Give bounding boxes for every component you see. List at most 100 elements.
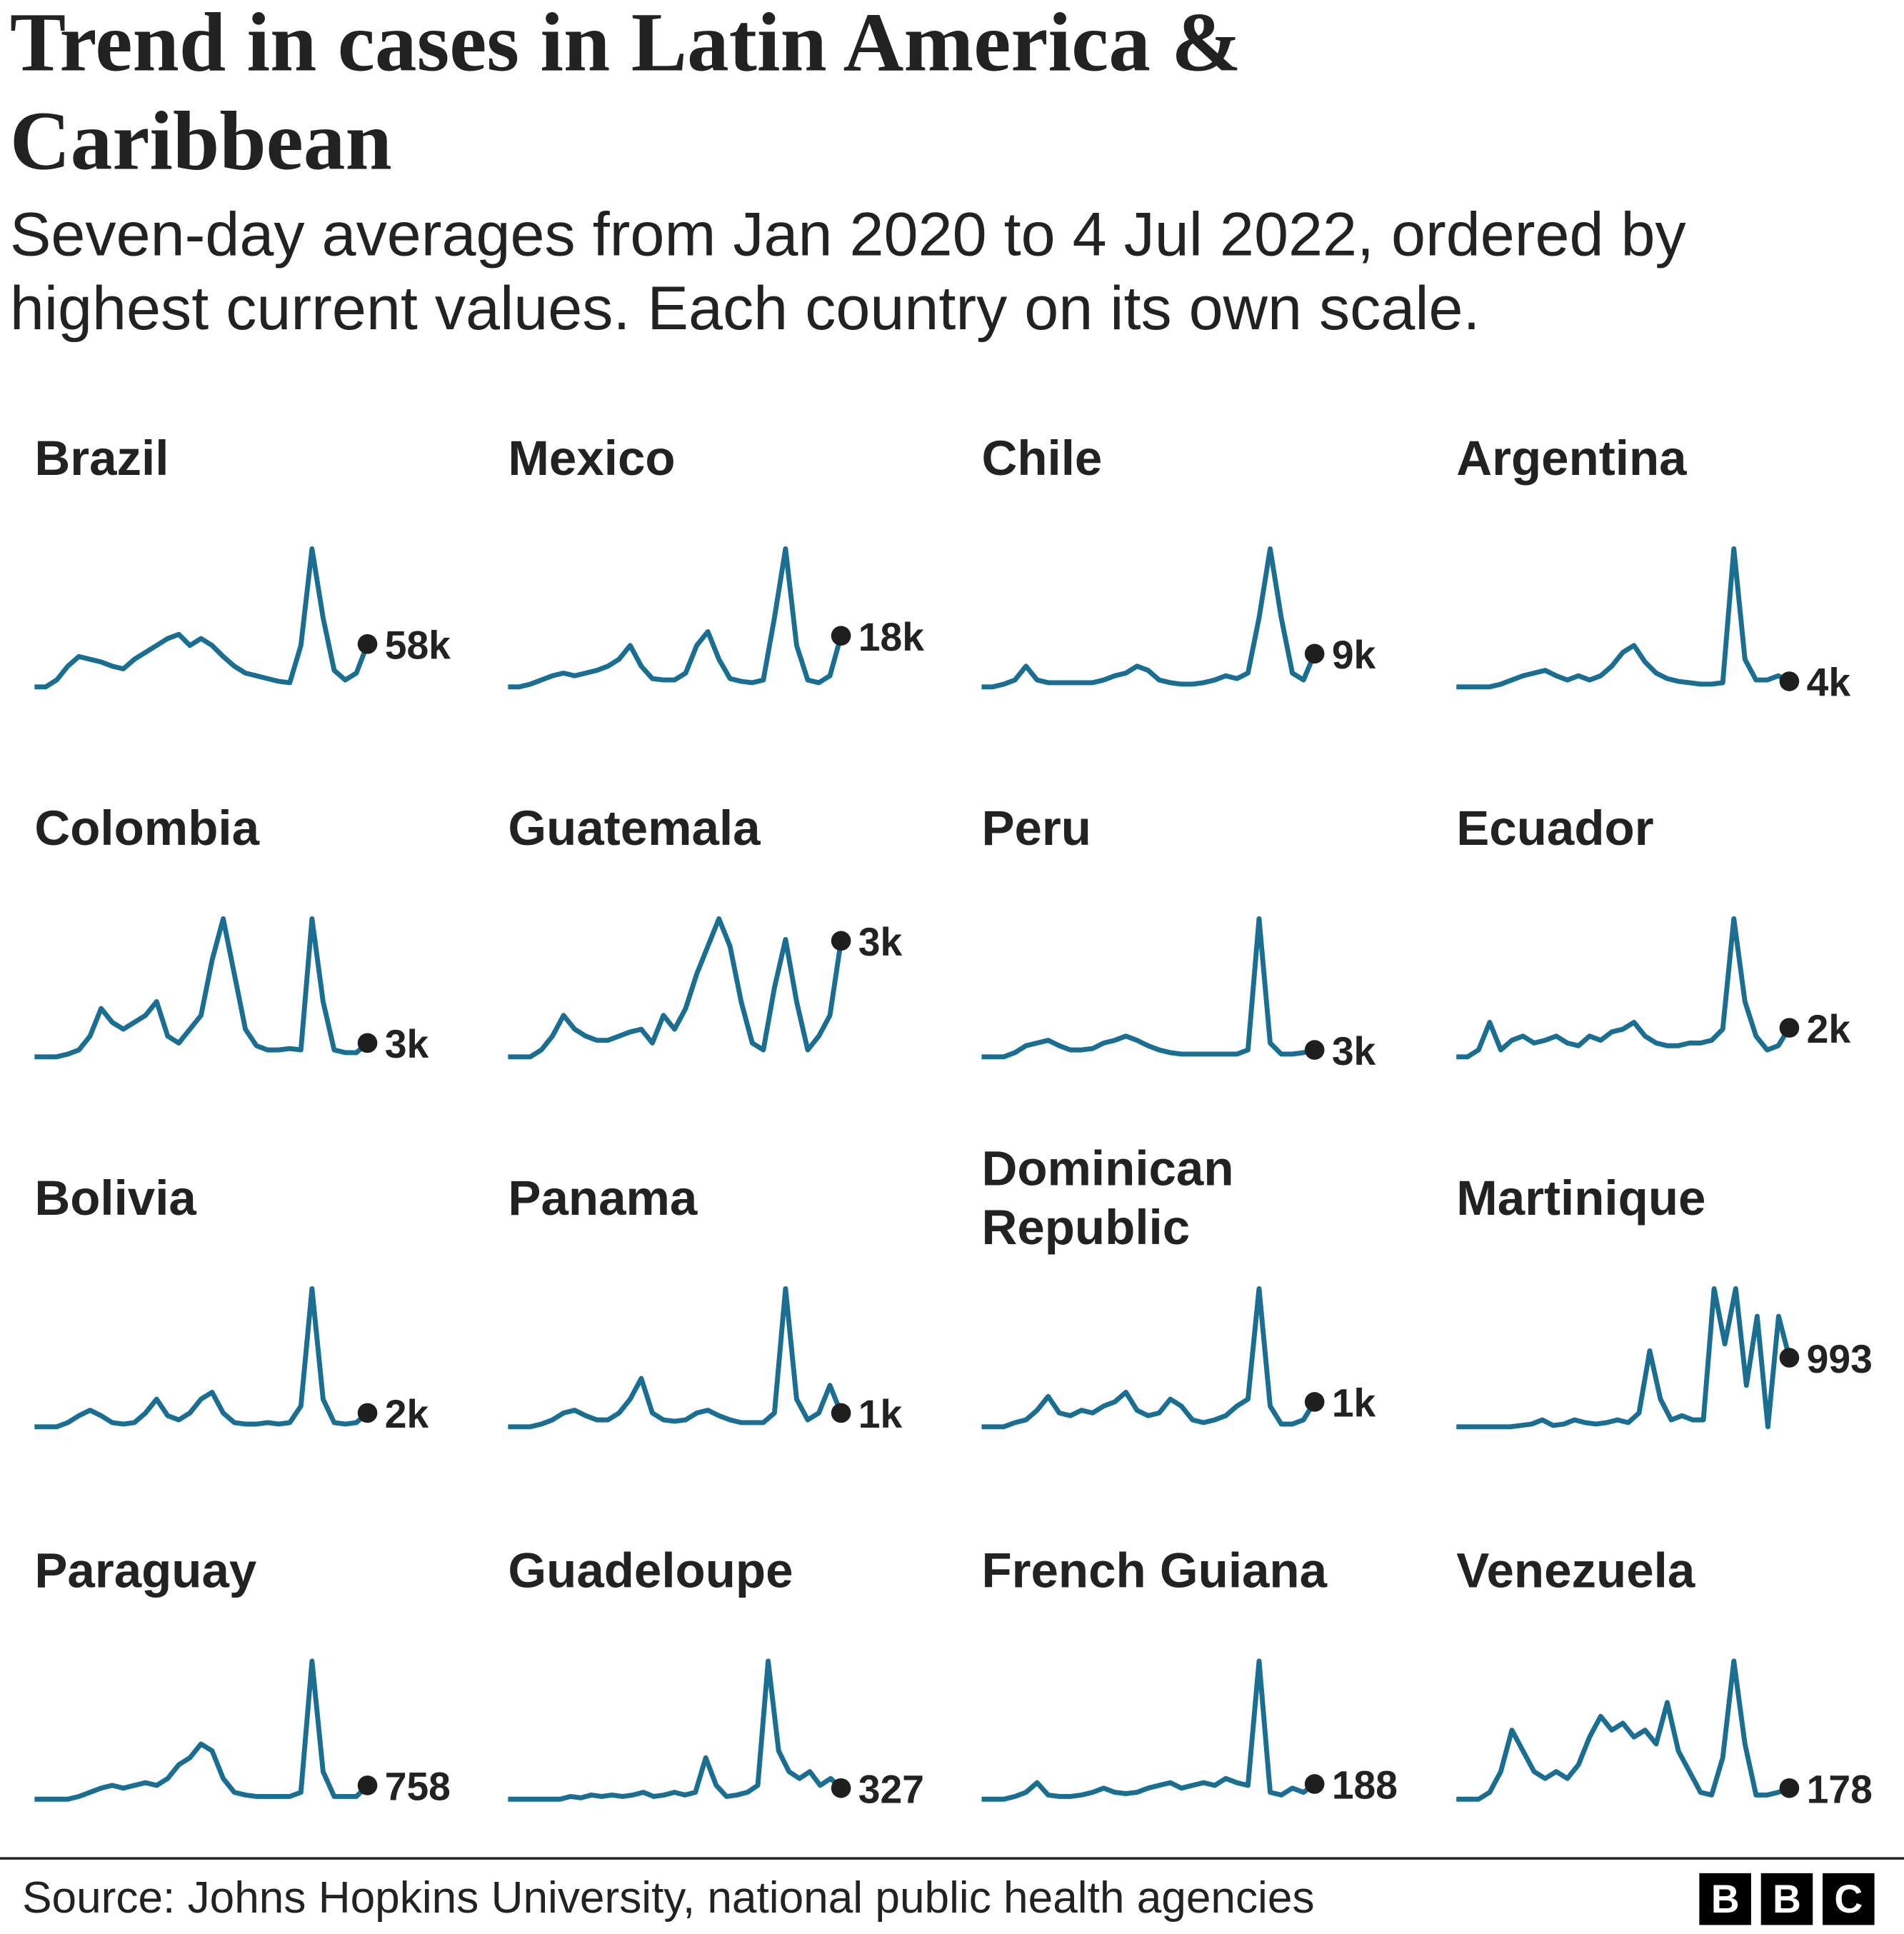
sparkline-chart: 3k [34,916,429,1066]
trend-line [981,916,1316,1060]
country-label: Panama [508,1171,698,1226]
trend-line [1456,1658,1790,1802]
chart-title: Trend in cases in Latin America & Caribb… [9,0,1242,188]
country-label: Dominican Republic [981,1141,1234,1256]
sparkline-chart: 2k [1456,916,1851,1060]
current-value-label: 2k [385,1392,429,1436]
sparkline-chart: 58k [34,546,451,690]
sparkline-chart: 18k [508,546,924,690]
current-value-dot [1779,1348,1800,1368]
country-panel: Martinique 993 [1456,1137,1904,1507]
current-value-dot [357,1775,378,1795]
footer-divider [0,1857,1904,1860]
trend-line [981,1286,1317,1430]
country-label: Ecuador [1456,801,1654,856]
logo-block: C [1823,1873,1875,1925]
country-label: Guatemala [508,801,761,856]
logo-block: B [1760,1873,1813,1925]
trend-line [508,546,843,690]
country-label: French Guiana [981,1543,1328,1598]
trend-line [981,546,1317,690]
current-value-dot [1304,1392,1325,1412]
sparkline-chart: 188 [981,1658,1398,1808]
sparkline-chart: 1k [981,1286,1376,1430]
current-value-label: 9k [1332,633,1376,677]
chart-subtitle: Seven-day averages from Jan 2020 to 4 Ju… [9,199,1686,344]
current-value-dot [831,931,851,951]
current-value-dot [357,634,378,654]
country-panel: French Guiana 188 [981,1509,1455,1879]
current-value-label: 1k [1332,1381,1376,1426]
current-value-label: 758 [385,1765,451,1809]
country-label: Chile [981,431,1103,486]
current-value-label: 178 [1807,1768,1873,1812]
sparkline-chart: 1k [508,1286,903,1436]
current-value-label: 3k [858,920,903,964]
sparkline-chart: 4k [1456,546,1851,705]
current-value-label: 327 [858,1768,924,1812]
current-value-dot [357,1403,378,1423]
trend-line [34,546,370,690]
sparkline-chart: 3k [508,916,903,1060]
country-panel: Venezuela 178 [1456,1509,1904,1879]
current-value-label: 18k [858,615,924,659]
trend-line [981,1658,1316,1802]
country-panel: Paraguay 758 [34,1509,508,1879]
sparkline-chart: 3k [981,916,1376,1073]
country-panel: Guatemala 3k [508,767,981,1137]
current-value-dot [1304,643,1325,664]
current-value-dot [1779,1778,1800,1798]
trend-line [1456,1286,1792,1430]
sparkline-chart: 758 [34,1658,451,1809]
country-label: Argentina [1456,431,1687,486]
country-panel: Panama 1k [508,1137,981,1507]
source-note: Source: Johns Hopkins University, nation… [22,1872,1315,1923]
current-value-dot [831,626,851,646]
current-value-label: 4k [1807,661,1851,705]
trend-line [34,1286,369,1430]
country-label: Martinique [1456,1171,1706,1226]
current-value-label: 993 [1807,1337,1873,1381]
country-panel: Mexico 18k [508,397,981,767]
country-panel: Chile 9k [981,397,1455,767]
sparkline-chart: 993 [1456,1286,1873,1430]
current-value-label: 58k [385,623,451,668]
country-label: Colombia [34,801,260,856]
sparkline-chart: 178 [1456,1658,1873,1812]
country-label: Guadeloupe [508,1543,793,1598]
trend-line [34,916,369,1060]
current-value-label: 2k [1807,1007,1851,1051]
sparkline-chart: 9k [981,546,1376,690]
trend-line [1456,546,1790,690]
bbc-logo: B B C [1699,1873,1875,1925]
current-value-dot [1304,1040,1325,1060]
trend-line [508,1286,843,1430]
country-label: Mexico [508,431,676,486]
country-label: Paraguay [34,1543,257,1598]
current-value-dot [831,1778,851,1798]
current-value-dot [357,1033,378,1053]
trend-line [508,916,844,1060]
country-label: Peru [981,801,1092,856]
current-value-dot [1779,671,1800,691]
country-label: Brazil [34,431,169,486]
country-panel: Brazil 58k [34,397,508,767]
country-label: Venezuela [1456,1543,1695,1598]
trend-line [1456,916,1792,1060]
current-value-label: 188 [1332,1763,1398,1808]
sparkline-chart: 327 [508,1658,924,1812]
current-value-dot [831,1403,851,1423]
country-label: Bolivia [34,1171,196,1226]
country-panel: Argentina 4k [1456,397,1904,767]
country-panel: Guadeloupe 327 [508,1509,981,1879]
trend-line [34,1658,369,1802]
current-value-label: 3k [385,1022,429,1066]
trend-line [508,1658,843,1802]
logo-block: B [1699,1873,1751,1925]
country-panel: Dominican Republic 1k [981,1137,1455,1507]
country-panel: Ecuador 2k [1456,767,1904,1137]
current-value-label: 1k [858,1392,903,1436]
current-value-label: 3k [1332,1029,1376,1073]
current-value-dot [1304,1774,1325,1794]
